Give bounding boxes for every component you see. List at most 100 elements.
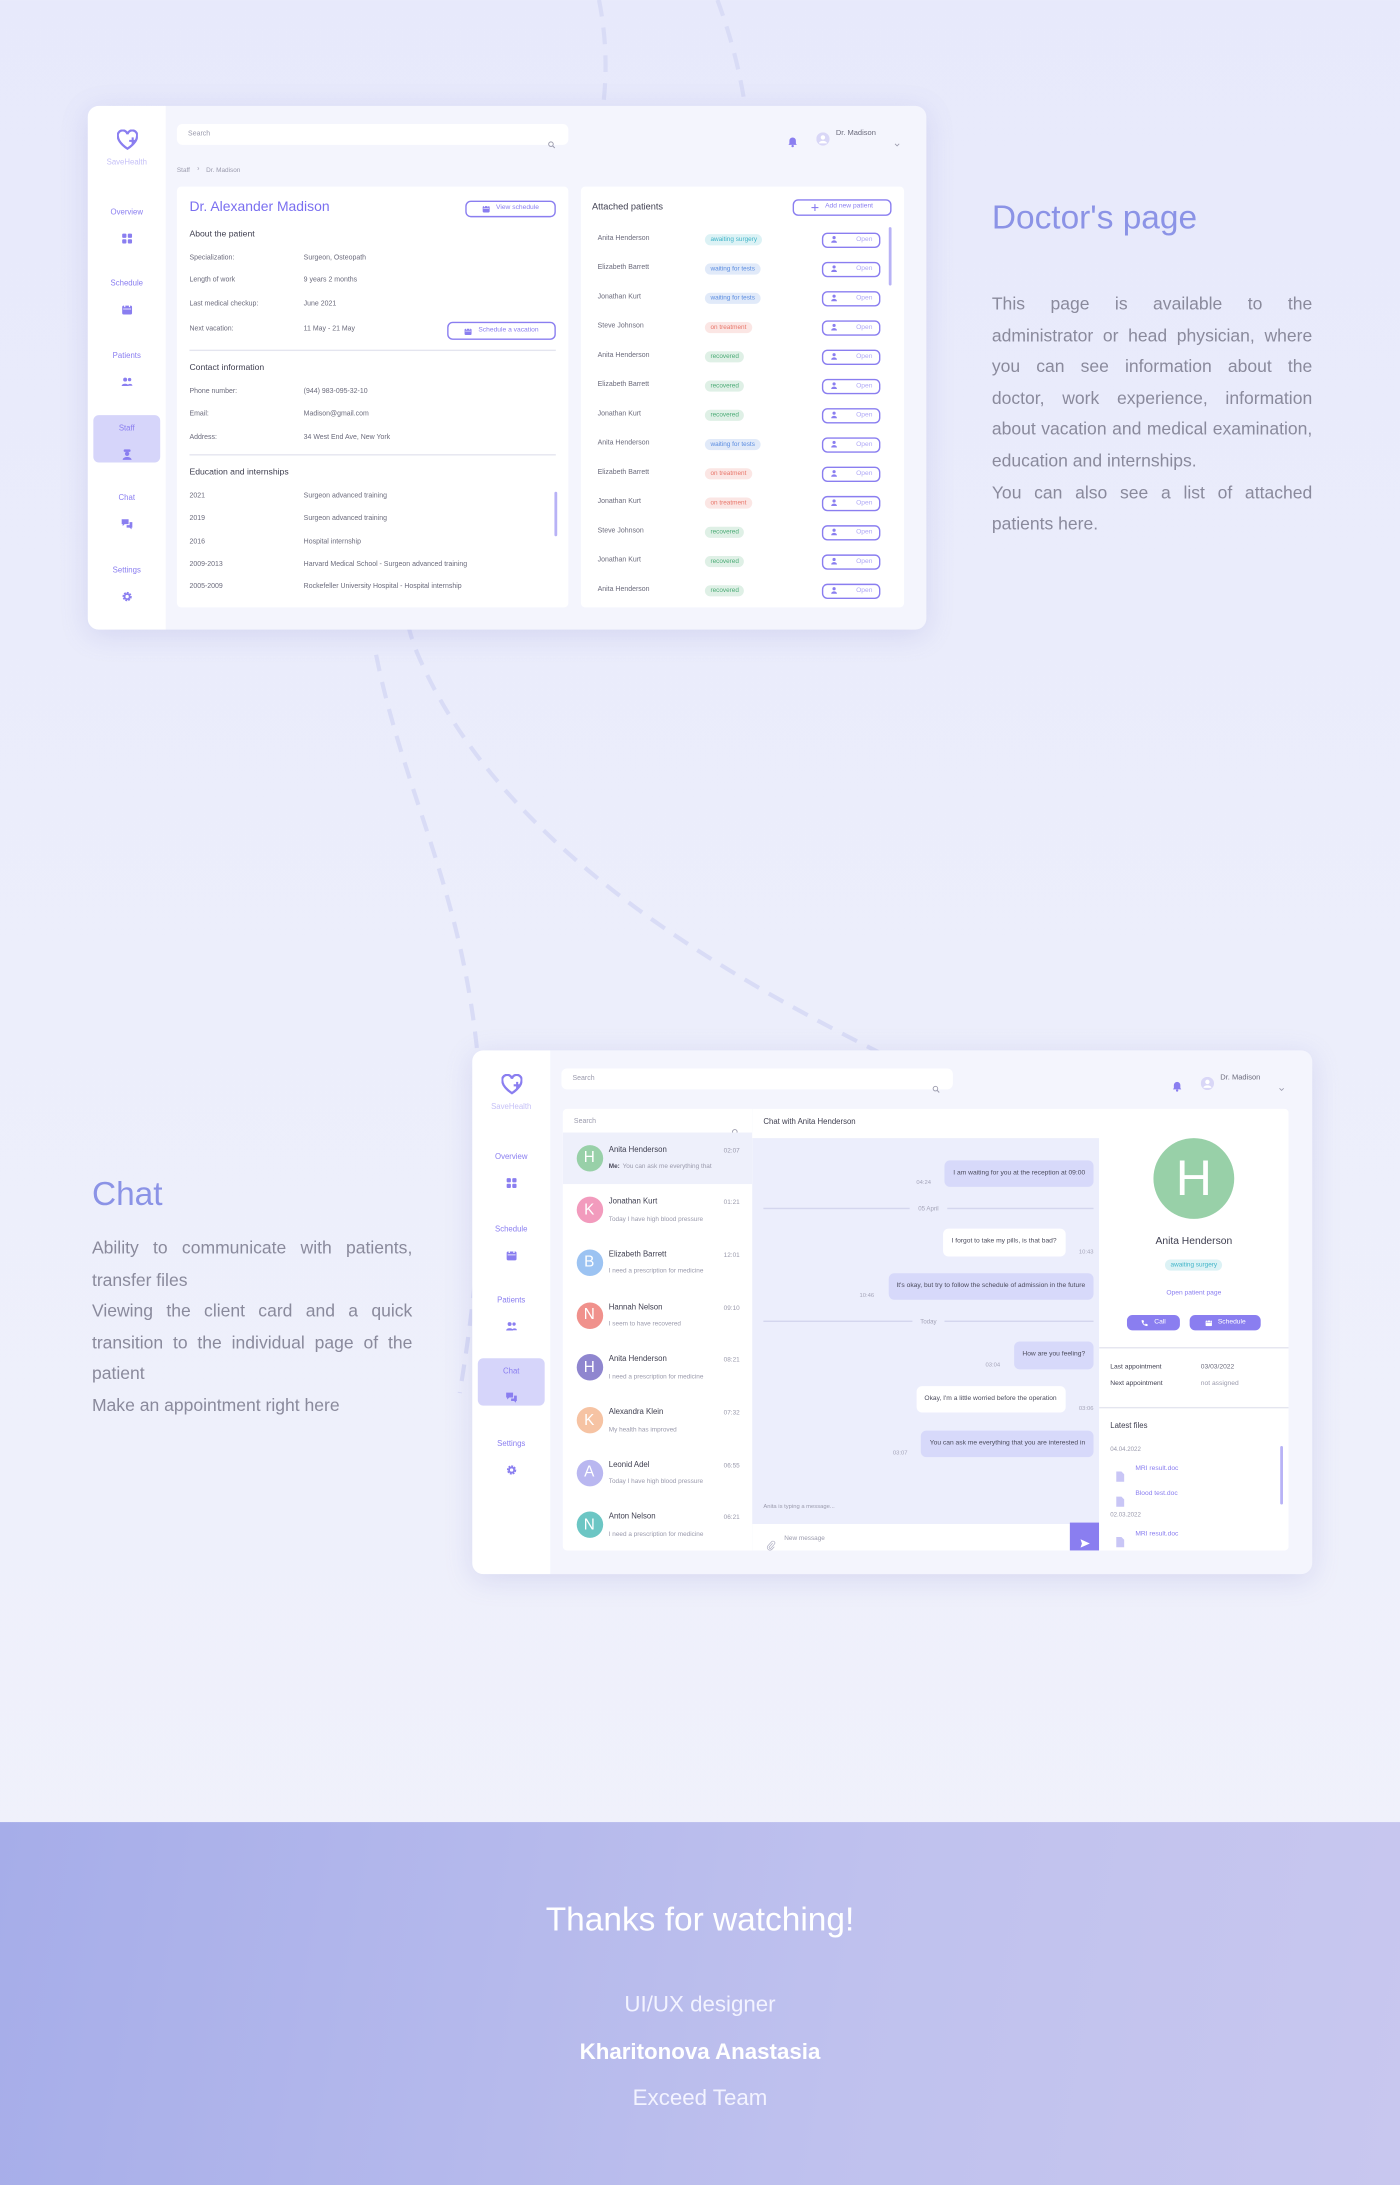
appointment-label: Next appointment (1110, 1381, 1163, 1388)
nav-label: Schedule (494, 1225, 528, 1235)
contact-name: Leonid Adel (608, 1460, 650, 1470)
preview-text: You can ask me everything that (622, 1162, 712, 1170)
button-label: Open (856, 587, 873, 595)
open-patient-button[interactable]: Open (821, 290, 881, 306)
icon-shape (469, 327, 471, 330)
icon-shape (121, 306, 132, 315)
nav-item[interactable]: Schedule (478, 1216, 545, 1263)
icon-shape (511, 1328, 517, 1331)
nav-item[interactable]: Chat (93, 485, 160, 532)
open-patient-button[interactable]: Open (821, 436, 881, 453)
nav-item[interactable]: Settings (478, 1431, 545, 1478)
paragraph: Ability to communicate with patients, tr… (91, 1238, 413, 1290)
message: 03:04 How are you feeling? (763, 1341, 1094, 1369)
add-patient-button[interactable]: Add new patient (792, 198, 892, 216)
file-date: 04.04.2022 (1110, 1445, 1141, 1453)
nav-item[interactable]: Chat (477, 1358, 545, 1406)
contact-item[interactable]: K Jonathan Kurt 01:21 Today I have high blo… (563, 1184, 752, 1236)
nav-icon (505, 1386, 517, 1404)
send-button[interactable] (1069, 1522, 1100, 1551)
icon-shape (121, 519, 129, 527)
paragraph: You can also see a list of attached pati… (991, 482, 1313, 534)
open-patient-button[interactable]: Open (821, 261, 881, 277)
icon-shape (505, 1328, 513, 1331)
nav-item[interactable]: Staff (93, 415, 161, 463)
icon-shape (122, 308, 131, 310)
icon-shape (128, 136, 136, 144)
open-patient-page-link[interactable]: Open patient page (1166, 1290, 1222, 1298)
contact-item[interactable]: B Elizabeth Barrett 12:01 I need a prescrip… (563, 1237, 752, 1289)
contact-item[interactable]: N Hannah Nelson 09:10 I seem to have recove… (563, 1289, 752, 1341)
nav-item[interactable]: Schedule (93, 270, 160, 317)
preview-text: Today I have high blood pressure (608, 1477, 704, 1485)
icon-shape (1079, 1539, 1090, 1548)
nav-item[interactable]: Overview (478, 1144, 545, 1191)
message-bubble: How are you feeling? (1014, 1341, 1094, 1369)
contact-item[interactable]: A Leonid Adel 06:55 Today I have high blood… (563, 1447, 752, 1499)
file-icon (1114, 1489, 1125, 1507)
icon-shape (788, 136, 797, 145)
nav-item[interactable]: Patients (478, 1287, 545, 1334)
contact-item[interactable]: H Anita Henderson 08:21 I need a prescripti… (563, 1342, 752, 1394)
open-patient-button[interactable]: Open (821, 407, 881, 423)
preview-text: I need a prescription for medicine (608, 1267, 704, 1275)
icon-shape (507, 1466, 515, 1474)
icon-shape (511, 1178, 517, 1183)
icon (830, 411, 837, 419)
notification-bell (1172, 1073, 1183, 1092)
icon-shape (832, 382, 836, 386)
nav-item[interactable]: Patients (93, 343, 160, 390)
contact-preview: Today I have high blood pressure (609, 1215, 740, 1222)
chat-area: Chat with Anita Henderson 04:24 I am waiti… (752, 1108, 1100, 1551)
search-bar[interactable]: Search (176, 123, 569, 148)
field-label: Last medical checkup: (189, 299, 259, 309)
contact-time: 06:21 (723, 1514, 740, 1522)
open-patient-button[interactable]: Open (821, 348, 881, 365)
view-schedule-button[interactable]: View schedule (465, 199, 556, 217)
message-time: 04:24 (916, 1178, 932, 1186)
contact-name: Anita Henderson (608, 1145, 667, 1155)
nav-item[interactable]: Settings (93, 557, 160, 604)
icon (506, 1465, 516, 1475)
icon (788, 136, 797, 147)
button-icon (830, 236, 838, 244)
open-patient-button[interactable]: Open (821, 378, 881, 394)
icon-shape (821, 135, 826, 140)
icon-shape (830, 357, 837, 361)
user-avatar (1201, 1072, 1215, 1091)
breadcrumb-separator: › (197, 164, 200, 173)
open-patient-button[interactable]: Open (821, 553, 881, 570)
contact-item[interactable]: K Alexandra Klein 07:32 My health has impro… (563, 1394, 752, 1446)
icon (830, 470, 837, 478)
message-time: 03:07 (892, 1448, 908, 1456)
file-link[interactable]: Blood test.doc (1135, 1491, 1178, 1499)
open-patient-button[interactable]: Open (821, 582, 881, 599)
open-patient-button[interactable]: Open (821, 231, 881, 248)
sidebar: SaveHealth Overview Schedule Patients Staff C… (87, 105, 166, 630)
open-patient-button[interactable]: Open (821, 524, 881, 540)
icon-shape (482, 205, 490, 212)
schedule-button[interactable]: Schedule (1189, 1315, 1261, 1331)
contact-item[interactable]: H Anita Henderson 02:07 Me: You can ask me e… (562, 1131, 753, 1184)
nav-icon (505, 1315, 517, 1331)
brand-name: SaveHealth (491, 1103, 532, 1112)
message-input[interactable]: New message (752, 1522, 1100, 1551)
section-heading: About the patient (189, 229, 255, 240)
file-link[interactable]: MRI result.doc (1135, 1531, 1179, 1539)
open-patient-button[interactable]: Open (821, 319, 881, 336)
icon-shape (894, 143, 900, 147)
schedule-vacation-button[interactable]: Schedule a vacation (447, 321, 556, 340)
open-patient-button[interactable]: Open (821, 495, 881, 511)
contact-item[interactable]: N Anton Nelson 06:21 I need a prescription … (563, 1499, 752, 1550)
nav-item[interactable]: Overview (93, 199, 160, 246)
icon-shape (832, 587, 836, 591)
contact-preview: I need a prescription for medicine (609, 1530, 740, 1537)
patient-status: recovered (704, 526, 745, 538)
call-button[interactable]: Call (1126, 1315, 1180, 1331)
icon (830, 441, 837, 448)
patient-name: Steve Johnson (597, 322, 644, 331)
user-name: Dr. Madison (1220, 1073, 1261, 1082)
open-patient-button[interactable]: Open (821, 465, 881, 482)
search-bar[interactable]: Search (561, 1068, 953, 1093)
file-link[interactable]: MRI result.doc (1135, 1465, 1179, 1473)
